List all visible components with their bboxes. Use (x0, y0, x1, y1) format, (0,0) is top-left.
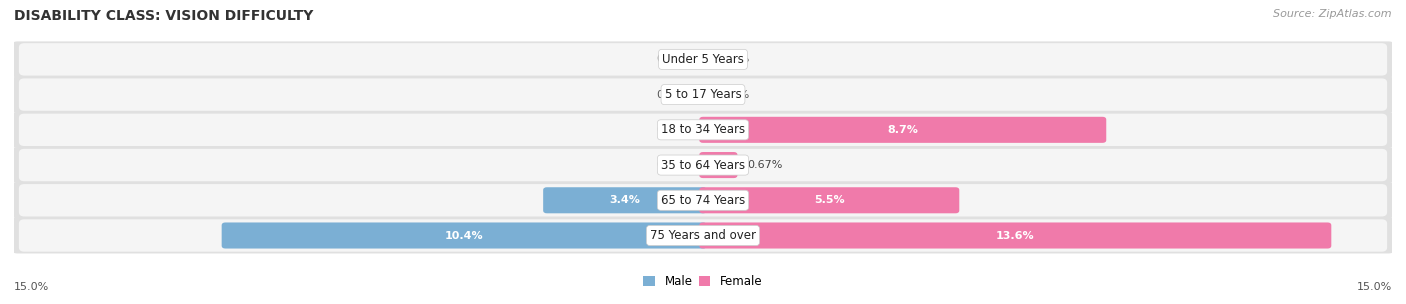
Text: 65 to 74 Years: 65 to 74 Years (661, 194, 745, 207)
FancyBboxPatch shape (11, 147, 1395, 183)
Text: Source: ZipAtlas.com: Source: ZipAtlas.com (1274, 9, 1392, 19)
Legend: Male, Female: Male, Female (638, 270, 768, 292)
Text: Under 5 Years: Under 5 Years (662, 53, 744, 66)
FancyBboxPatch shape (18, 219, 1388, 252)
FancyBboxPatch shape (18, 114, 1388, 146)
Text: 5 to 17 Years: 5 to 17 Years (665, 88, 741, 101)
Text: 8.7%: 8.7% (887, 125, 918, 135)
FancyBboxPatch shape (699, 117, 1107, 143)
FancyBboxPatch shape (543, 187, 707, 213)
FancyBboxPatch shape (11, 77, 1395, 112)
Text: 0.0%: 0.0% (657, 160, 685, 170)
FancyBboxPatch shape (18, 184, 1388, 216)
Text: 13.6%: 13.6% (995, 230, 1035, 240)
FancyBboxPatch shape (699, 223, 1331, 249)
FancyBboxPatch shape (11, 218, 1395, 254)
Text: 18 to 34 Years: 18 to 34 Years (661, 123, 745, 136)
Text: 0.0%: 0.0% (657, 90, 685, 100)
FancyBboxPatch shape (11, 41, 1395, 77)
FancyBboxPatch shape (699, 187, 959, 213)
FancyBboxPatch shape (11, 112, 1395, 148)
Text: 75 Years and over: 75 Years and over (650, 229, 756, 242)
Text: 5.5%: 5.5% (814, 195, 845, 205)
Text: 15.0%: 15.0% (14, 282, 49, 292)
Text: 0.0%: 0.0% (657, 54, 685, 64)
Text: 15.0%: 15.0% (1357, 282, 1392, 292)
FancyBboxPatch shape (11, 182, 1395, 218)
FancyBboxPatch shape (222, 223, 707, 249)
Text: 0.0%: 0.0% (721, 54, 749, 64)
FancyBboxPatch shape (18, 43, 1388, 76)
Text: DISABILITY CLASS: VISION DIFFICULTY: DISABILITY CLASS: VISION DIFFICULTY (14, 9, 314, 23)
Text: 35 to 64 Years: 35 to 64 Years (661, 159, 745, 171)
Text: 0.0%: 0.0% (721, 90, 749, 100)
Text: 0.0%: 0.0% (657, 125, 685, 135)
Text: 0.67%: 0.67% (748, 160, 783, 170)
FancyBboxPatch shape (699, 152, 738, 178)
Text: 3.4%: 3.4% (609, 195, 640, 205)
FancyBboxPatch shape (18, 149, 1388, 181)
FancyBboxPatch shape (18, 78, 1388, 111)
Text: 10.4%: 10.4% (444, 230, 484, 240)
